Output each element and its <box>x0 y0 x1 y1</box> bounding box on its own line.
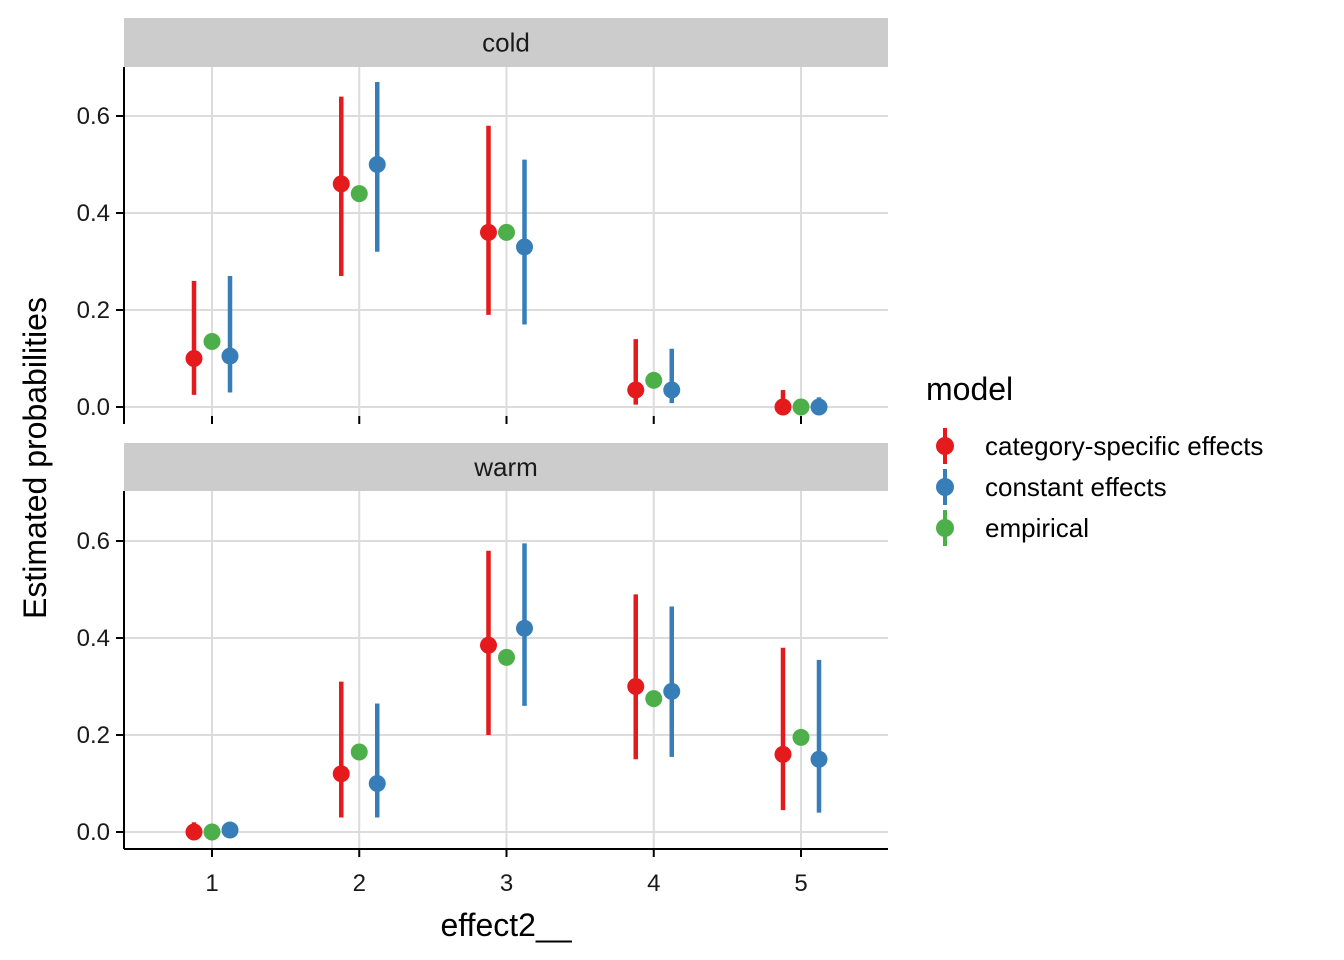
facet-panels: cold 0.0 0.2 0.4 0.6 warm 0.0 0.2 0.4 0.6 <box>77 18 888 849</box>
data-point <box>498 223 515 241</box>
legend-key-point <box>936 519 954 537</box>
data-point <box>774 398 792 416</box>
data-point <box>185 350 203 367</box>
series-empirical <box>203 648 810 841</box>
data-point <box>516 238 533 256</box>
data-point <box>350 185 368 203</box>
legend-label: constant effects <box>985 472 1167 502</box>
y-tick-label: 0.6 <box>77 103 110 130</box>
legend-key-point <box>936 478 954 496</box>
data-point <box>774 745 792 763</box>
data-point <box>332 765 350 783</box>
series-empirical <box>203 185 810 416</box>
facet-strip-cold <box>124 18 888 67</box>
x-tick-label: 4 <box>647 870 660 897</box>
data-point <box>350 743 368 761</box>
data-point <box>498 648 515 666</box>
legend-entry: empirical <box>936 510 1089 546</box>
facet-strip-label: cold <box>482 28 530 58</box>
data-point <box>368 156 386 173</box>
data-point <box>810 750 828 768</box>
data-point <box>792 398 810 416</box>
data-point <box>516 619 533 637</box>
y-tick-label: 0.4 <box>77 200 110 227</box>
data-point <box>810 398 828 416</box>
legend-label: empirical <box>985 513 1089 543</box>
legend-label: category-specific effects <box>985 431 1263 461</box>
series-category-specific-effects <box>185 96 792 416</box>
data-point <box>185 823 203 841</box>
facet-panel-cold: cold 0.0 0.2 0.4 0.6 <box>77 18 888 424</box>
legend-entry: category-specific effects <box>936 428 1263 464</box>
y-tick-label: 0.4 <box>77 625 110 652</box>
facet-strip-label: warm <box>473 452 538 482</box>
x-axis-title: effect2__ <box>440 907 572 943</box>
facet-panel-warm: warm 0.0 0.2 0.4 0.6 <box>77 443 888 849</box>
data-point <box>627 381 645 399</box>
data-point <box>368 775 386 792</box>
y-tick-label: 0.6 <box>77 528 110 555</box>
legend: model category-specific effects constant … <box>926 371 1263 546</box>
data-point <box>792 728 810 746</box>
data-point <box>627 678 645 695</box>
y-tick-label: 0.0 <box>77 394 110 421</box>
x-axis: 1 2 3 4 5 <box>124 848 888 897</box>
data-point <box>645 371 663 389</box>
x-tick-label: 2 <box>353 870 366 897</box>
legend-title: model <box>926 371 1013 407</box>
data-point <box>203 333 221 351</box>
x-tick-label: 3 <box>500 870 513 897</box>
legend-key-point <box>936 437 954 455</box>
data-point <box>480 636 497 654</box>
data-point <box>663 682 681 700</box>
x-tick-label: 5 <box>794 870 807 897</box>
series-constant-effects <box>221 543 828 839</box>
facet-strip-warm <box>124 443 888 491</box>
legend-entry: constant effects <box>936 469 1167 505</box>
data-point <box>221 821 239 839</box>
y-axis-title: Estimated probabilities <box>17 297 53 619</box>
y-tick-label: 0.2 <box>77 722 110 749</box>
data-point <box>480 223 497 241</box>
series-category-specific-effects <box>185 550 792 841</box>
data-point <box>663 381 681 399</box>
y-tick-label: 0.0 <box>77 819 110 846</box>
data-point <box>332 175 350 193</box>
series-constant-effects <box>221 82 828 416</box>
data-point <box>221 347 239 365</box>
y-tick-label: 0.2 <box>77 297 110 324</box>
x-tick-label: 1 <box>205 870 218 897</box>
data-point <box>203 823 221 841</box>
data-point <box>645 690 663 708</box>
